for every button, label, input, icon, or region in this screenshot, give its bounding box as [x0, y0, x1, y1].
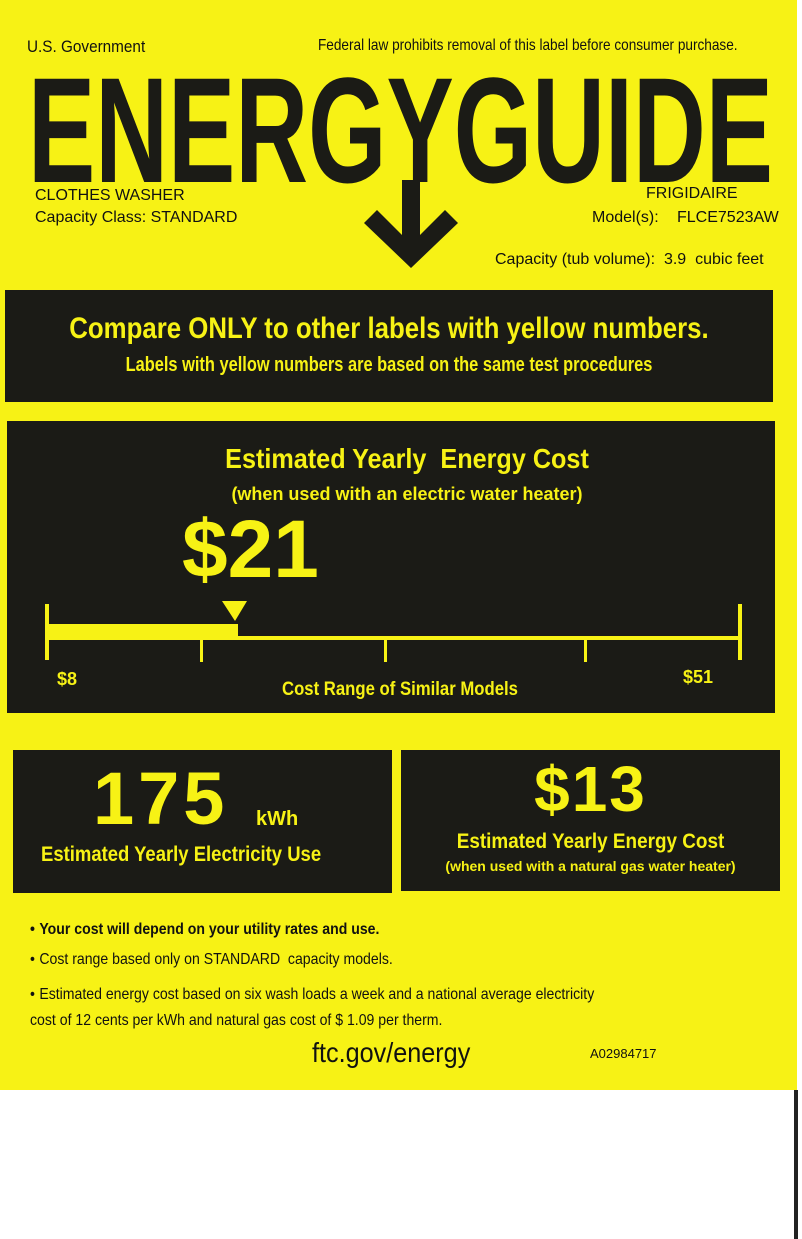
model: FLCE7523AW [677, 209, 779, 226]
compare-sub: Labels with yellow numbers are based on … [125, 354, 653, 376]
ftc-url: ftc.gov/energy [312, 1037, 471, 1068]
gas-box: $13 Estimated Yearly Energy Cost (when u… [401, 750, 780, 891]
label-code: A02984717 [590, 1046, 657, 1061]
model-label: Model(s): [592, 209, 659, 226]
cost-scale [45, 601, 742, 662]
range-min: $8 [57, 669, 78, 689]
cost-sub: (when used with an electric water heater… [231, 484, 583, 504]
arrow [364, 180, 458, 268]
tick [738, 604, 742, 660]
tick [200, 636, 203, 662]
note: Cost range based only on STANDARD capaci… [30, 951, 392, 969]
range-max: $51 [683, 667, 714, 687]
capacity-class: Capacity Class: STANDARD [35, 209, 238, 226]
label: U.S. Government Federal law prohibits re… [0, 0, 797, 1090]
government: U.S. Government [27, 37, 146, 56]
gas-sub: (when used with a natural gas water heat… [445, 858, 736, 874]
product-type: CLOTHES WASHER [35, 187, 185, 204]
compare-box: Compare ONLY to other labels with yellow… [5, 290, 773, 402]
note: Estimated energy cost based on six wash … [30, 982, 602, 1034]
gas-value: $13 [534, 753, 647, 825]
energyguide-title: ENERGYGUIDE [28, 60, 773, 214]
tick [45, 604, 49, 660]
note: Your cost will depend on your utility ra… [30, 921, 379, 939]
brand: FRIGIDAIRE [646, 185, 738, 202]
electricity-unit: kWh [256, 808, 299, 830]
electricity-label: Estimated Yearly Electricity Use [41, 843, 322, 866]
cost-heading: Estimated Yearly Energy Cost [225, 443, 589, 474]
cost-value: $21 [182, 504, 319, 595]
compare-heading: Compare ONLY to other labels with yellow… [69, 312, 709, 345]
electricity-value: 175 [93, 757, 229, 840]
pointer [222, 601, 247, 621]
cost-box: Estimated Yearly Energy Cost (when used … [7, 421, 775, 713]
range-line [45, 636, 741, 640]
law-notice: Federal law prohibits removal of this la… [318, 37, 738, 54]
range-label: Cost Range of Similar Models [282, 679, 518, 700]
title-graphic: ENERGYGUIDE [28, 60, 773, 268]
tick [584, 636, 587, 662]
capacity: Capacity (tub volume): 3.9 cubic feet [495, 251, 764, 268]
tick [384, 636, 387, 662]
electricity-box: 175 kWh Estimated Yearly Electricity Use [13, 750, 392, 893]
edge-line [794, 1090, 798, 1239]
gas-label: Estimated Yearly Energy Cost [456, 830, 725, 853]
